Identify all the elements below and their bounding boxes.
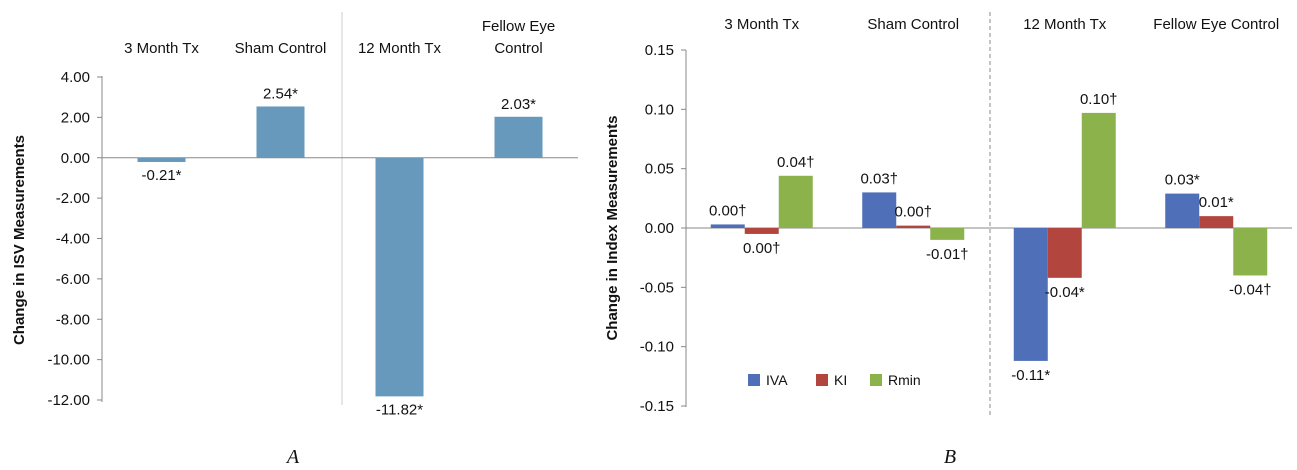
panel-b-data-label: 0.00† — [743, 240, 781, 257]
panel-b-category-label: Sham Control — [867, 16, 959, 33]
panel-b-data-label: 0.10† — [1080, 91, 1118, 108]
panel-b-data-label: -0.01† — [926, 246, 969, 263]
panel-b-data-label: 0.03† — [860, 170, 898, 187]
panel-a-tick-label: -4.00 — [56, 231, 90, 248]
panel-a-bar — [494, 116, 543, 158]
panel-b-bar-ki — [896, 225, 931, 228]
panel-b-tick-label: 0.00 — [645, 220, 674, 237]
panel-b-tick-label: 0.05 — [645, 161, 674, 178]
panel-b: Change in Index Measurements B 0.15 0.10 0… — [604, 12, 1292, 468]
legend-swatch-ki — [816, 374, 828, 386]
panel-b-category-label: 3 Month Tx — [724, 16, 799, 33]
panel-b-category-label: Fellow Eye Control — [1153, 16, 1279, 33]
panel-b-tick-label: -0.05 — [640, 279, 674, 296]
legend-label: KI — [834, 372, 847, 388]
panel-a-category-label: 12 Month Tx — [358, 40, 442, 57]
panel-b-data-label: -0.04* — [1045, 284, 1085, 301]
legend-label: IVA — [766, 372, 788, 388]
panel-b-data-label: 0.00† — [709, 202, 747, 219]
panel-b-data-label: 0.03* — [1165, 172, 1200, 189]
panel-b-bar-rmin — [1233, 228, 1268, 276]
panel-b-tick-label: -0.15 — [640, 398, 674, 415]
panel-b-data-label: 0.04† — [777, 154, 815, 171]
panel-b-tick-label: 0.15 — [645, 42, 674, 59]
panel-b-letter: B — [944, 446, 956, 468]
panel-b-bar-ki — [744, 228, 779, 234]
panel-a-bar — [137, 157, 186, 162]
panel-b-bar-iva — [1013, 228, 1048, 361]
panel-a-tick-label: -12.00 — [47, 392, 90, 409]
panel-b-bar-iva — [710, 224, 745, 228]
panel-a-tick-label: 4.00 — [61, 69, 90, 86]
panel-b-data-label: 0.01* — [1199, 194, 1234, 211]
legend-swatch-iva — [748, 374, 760, 386]
panel-a-letter: A — [285, 446, 300, 468]
panel-a: Change in ISV Measurements A 4.00 2.00 0.0… — [11, 12, 578, 468]
panel-a-category-label: 3 Month Tx — [124, 40, 199, 57]
legend-label: Rmin — [888, 372, 921, 388]
panel-b-bar-ki — [1047, 228, 1082, 278]
legend-swatch-rmin — [870, 374, 882, 386]
panel-a-tick-label: -8.00 — [56, 311, 90, 328]
panel-b-bar-ki — [1199, 216, 1234, 228]
panel-b-category-label: 12 Month Tx — [1023, 16, 1107, 33]
panel-a-tick-label: -2.00 — [56, 190, 90, 207]
panel-b-bar-rmin — [930, 228, 965, 240]
panel-a-category-label: Sham Control — [235, 40, 327, 57]
panel-a-tick-label: -6.00 — [56, 271, 90, 288]
panel-a-y-label: Change in ISV Measurements — [11, 135, 28, 345]
panel-b-tick-label: -0.10 — [640, 339, 674, 356]
panel-b-tick-label: 0.10 — [645, 101, 674, 118]
panel-b-bar-rmin — [778, 175, 813, 228]
panel-b-data-label: -0.04† — [1229, 281, 1272, 298]
panel-a-tick-label: 0.00 — [61, 150, 90, 167]
panel-a-data-label: -0.21* — [141, 167, 181, 184]
panel-a-tick-label: -10.00 — [47, 352, 90, 369]
panel-b-bar-iva — [1165, 193, 1200, 228]
panel-a-data-label: 2.54* — [263, 85, 298, 102]
panel-b-bar-rmin — [1081, 112, 1116, 228]
panel-a-category-label: Fellow Eye — [482, 18, 555, 35]
panel-a-bar — [375, 157, 424, 397]
panel-a-category-label: Control — [494, 40, 542, 57]
panel-b-bar-iva — [862, 192, 897, 228]
panel-b-data-label: -0.11* — [1011, 367, 1050, 384]
panel-b-data-label: 0.00† — [894, 204, 932, 221]
panel-a-bar — [256, 106, 305, 158]
panel-a-data-label: -11.82* — [376, 401, 423, 418]
panel-b-y-label: Change in Index Measurements — [604, 115, 621, 340]
panel-a-tick-label: 2.00 — [61, 109, 90, 126]
legend: IVA KI Rmin — [748, 372, 921, 388]
panel-a-data-label: 2.03* — [501, 96, 536, 113]
